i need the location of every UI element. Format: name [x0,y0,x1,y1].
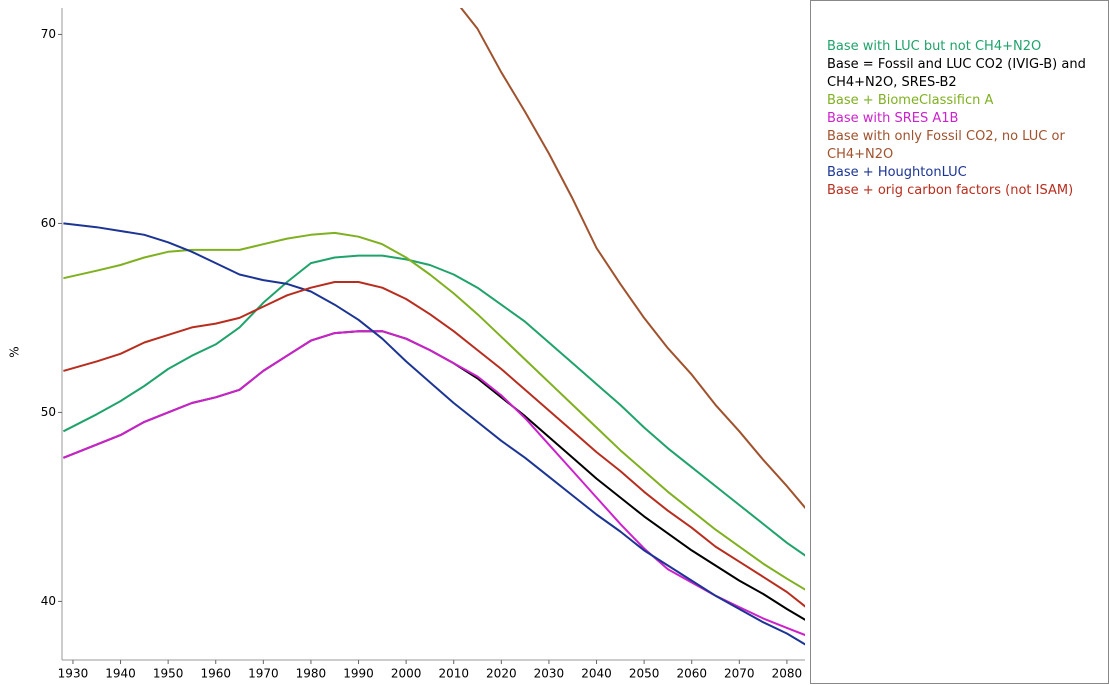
series-line [63,231,805,591]
series-line [62,254,805,557]
x-tick-label: 2030 [534,667,565,681]
legend-entry: Base + HoughtonLUC [827,165,967,180]
legend: Base with LUC but not CH4+N2O Base = Foss… [810,0,1109,684]
x-tick-label: 2070 [724,667,755,681]
x-tick-label: 2040 [581,667,612,681]
x-tick-label: 1990 [343,667,374,681]
series-line [63,222,805,646]
x-tick-label: 2050 [629,667,660,681]
x-tick-label: 1980 [296,667,327,681]
chart: % 40 50 60 70 1930 1940 1950 1960 1970 1980 1990 20… [8,8,805,681]
x-tick-label: 1950 [153,667,184,681]
series-line [63,330,805,621]
plot-lines [62,8,805,646]
x-tick-label: 1970 [248,667,279,681]
legend-entry: Base = Fossil and LUC CO2 (IVIG-B) and C… [827,57,1086,90]
y-tick-label: 50 [41,405,56,419]
x-tick-label: 2080 [772,667,803,681]
series-line [459,8,805,510]
y-axis-label: % [8,346,22,357]
series-line [63,281,805,608]
legend-entry: Base with SRES A1B [827,111,959,126]
legend-entry: Base with LUC but not CH4+N2O [827,39,1042,54]
y-tick-label: 70 [41,27,56,41]
x-tick-label: 2060 [676,667,707,681]
x-tick-label: 1960 [200,667,231,681]
legend-entry: Base with only Fossil CO2, no LUC or CH4… [827,129,1065,162]
x-tick-label: 2020 [486,667,517,681]
y-tick-label: 60 [41,216,56,230]
x-tick-label: 2000 [391,667,422,681]
y-tick-label: 40 [41,594,56,608]
x-tick-label: 2010 [438,667,469,681]
legend-entry: Base + BiomeClassificn A [827,93,994,108]
legend-entry: Base + orig carbon factors (not ISAM) [827,183,1074,198]
series-line [63,330,805,637]
x-tick-label: 1940 [105,667,136,681]
x-tick-label: 1930 [58,667,89,681]
